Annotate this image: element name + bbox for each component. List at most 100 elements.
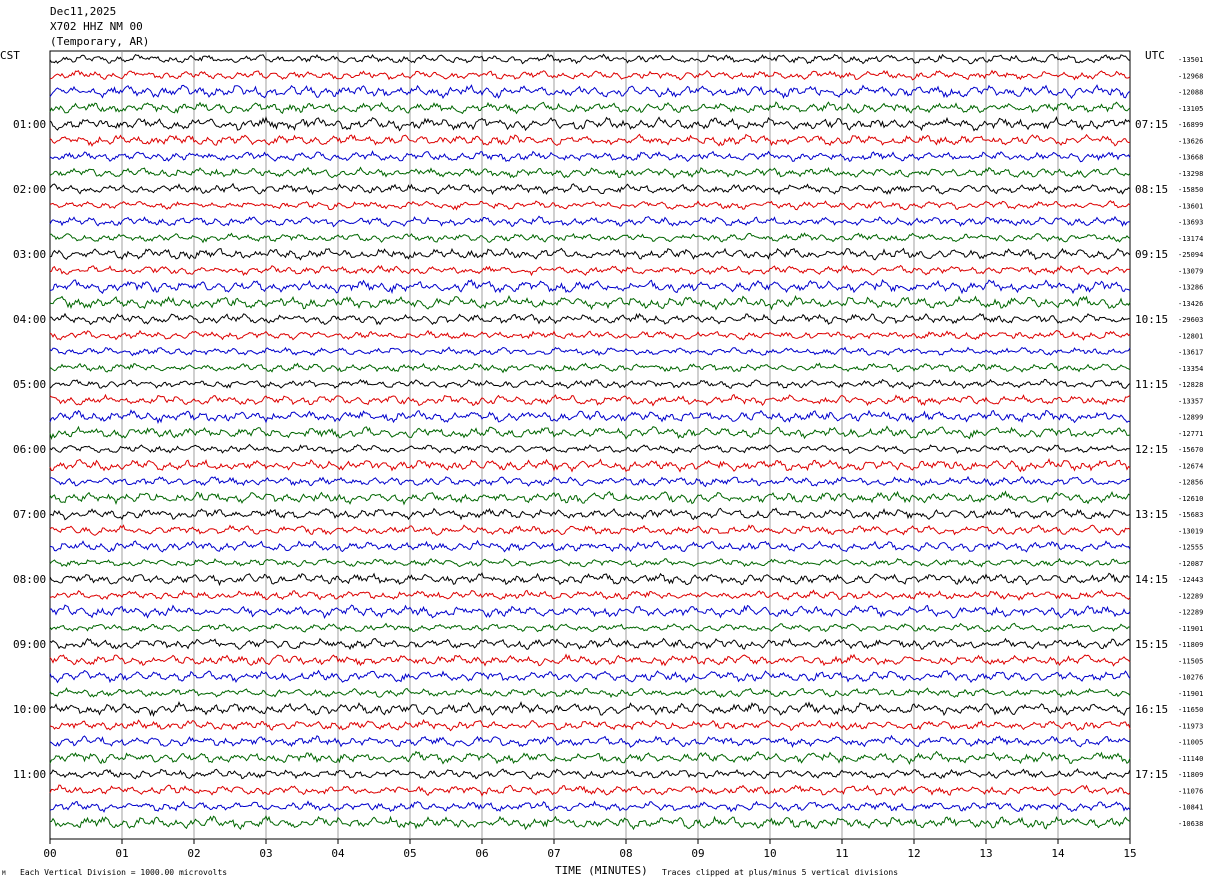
trace-line: [49, 378, 1131, 390]
right-hour-label: 14:15: [1135, 573, 1168, 586]
trace-offset-label: -12087: [1178, 560, 1203, 568]
left-hour-label: 08:00: [13, 573, 46, 586]
trace-line: [49, 539, 1131, 553]
trace-line: [49, 458, 1131, 473]
trace-offset-label: -12289: [1178, 609, 1203, 617]
right-hour-label: 07:15: [1135, 118, 1168, 131]
trace-line: [49, 329, 1131, 341]
trace-line: [49, 734, 1131, 749]
trace-offset-label: -13174: [1178, 235, 1203, 243]
trace-line: [49, 53, 1131, 65]
trace-offset-label: -11650: [1178, 706, 1203, 714]
left-hour-label: 09:00: [13, 638, 46, 651]
trace-offset-label: -11809: [1178, 641, 1203, 649]
trace-line: [49, 200, 1131, 211]
trace-line: [49, 768, 1131, 780]
trace-offset-label: -12443: [1178, 576, 1203, 584]
trace-line: [49, 362, 1131, 374]
trace-line: [49, 133, 1131, 147]
trace-line: [49, 653, 1131, 667]
trace-offset-label: -13426: [1178, 300, 1203, 308]
trace-offset-label: -11973: [1178, 722, 1203, 730]
plot-frame: [49, 50, 1131, 840]
trace-offset-label: -12771: [1178, 430, 1203, 438]
trace-offset-label: -13626: [1178, 137, 1203, 145]
x-tick-label: 11: [835, 847, 848, 860]
trace-offset-label: -13668: [1178, 154, 1203, 162]
x-tick-label: 01: [115, 847, 128, 860]
trace-offset-label: -12856: [1178, 479, 1203, 487]
trace-offset-label: -13501: [1178, 56, 1203, 64]
left-hour-label: 07:00: [13, 508, 46, 521]
trace-offset-label: -11505: [1178, 657, 1203, 665]
trace-offset-label: -13286: [1178, 284, 1203, 292]
trace-offset-label: -11809: [1178, 771, 1203, 779]
trace-offset-label: -15670: [1178, 446, 1203, 454]
trace-line: [49, 507, 1131, 521]
trace-offset-label: -10276: [1178, 674, 1203, 682]
left-hour-label: 06:00: [13, 443, 46, 456]
clip-note: Traces clipped at plus/minus 5 vertical …: [662, 868, 899, 877]
x-axis-title: TIME (MINUTES): [555, 864, 648, 877]
trace-offset-label: -11901: [1178, 690, 1203, 698]
x-tick-label: 15: [1123, 847, 1136, 860]
right-hour-label: 15:15: [1135, 638, 1168, 651]
trace-offset-label: -12828: [1178, 381, 1203, 389]
trace-offset-label: -13354: [1178, 365, 1203, 373]
trace-offset-label: -11005: [1178, 739, 1203, 747]
trace-offset-label: -12289: [1178, 592, 1203, 600]
right-hour-label: 16:15: [1135, 703, 1168, 716]
x-tick-label: 05: [403, 847, 416, 860]
trace-line: [49, 166, 1131, 179]
trace-line: [49, 604, 1131, 619]
right-hour-label: 10:15: [1135, 313, 1168, 326]
trace-offset-label: -12968: [1178, 72, 1203, 80]
trace-line: [49, 150, 1131, 163]
left-hour-label: 01:00: [13, 118, 46, 131]
trace-offset-label: -15683: [1178, 511, 1203, 519]
trace-line: [49, 346, 1131, 357]
left-hour-label: 04:00: [13, 313, 46, 326]
x-tick-label: 14: [1051, 847, 1065, 860]
x-tick-label: 04: [331, 847, 345, 860]
trace-line: [49, 182, 1131, 196]
trace-line: [49, 443, 1131, 455]
trace-offset-label: -13298: [1178, 170, 1203, 178]
trace-offset-label: -15850: [1178, 186, 1203, 194]
left-hour-label: 05:00: [13, 378, 46, 391]
trace-offset-label: -12801: [1178, 332, 1203, 340]
left-hour-label: 11:00: [13, 768, 46, 781]
trace-line: [49, 637, 1131, 651]
x-tick-label: 09: [691, 847, 704, 860]
trace-line: [49, 425, 1131, 440]
station-code: X702 HHZ NM 00: [50, 20, 143, 33]
trace-line: [49, 571, 1131, 587]
x-tick-label: 02: [187, 847, 200, 860]
trace-line: [49, 669, 1131, 684]
trace-offset-label: -12555: [1178, 544, 1203, 552]
x-tick-label: 12: [907, 847, 920, 860]
right-hour-label: 08:15: [1135, 183, 1168, 196]
right-hour-label: 13:15: [1135, 508, 1168, 521]
x-tick-label: 10: [763, 847, 776, 860]
left-hour-label: 02:00: [13, 183, 46, 196]
trace-line: [49, 393, 1131, 407]
trace-line: [49, 490, 1131, 506]
trace-offset-label: -12610: [1178, 495, 1203, 503]
trace-line: [49, 815, 1131, 831]
right-hour-label: 12:15: [1135, 443, 1168, 456]
trace-offset-label: -11076: [1178, 787, 1203, 795]
x-tick-label: 00: [43, 847, 56, 860]
scale-note: Each Vertical Division = 1000.00 microvo…: [20, 868, 228, 877]
x-tick-label: 07: [547, 847, 560, 860]
trace-offset-label: -25094: [1178, 251, 1203, 259]
left-hour-label: 03:00: [13, 248, 46, 261]
trace-offset-label: -12674: [1178, 462, 1203, 470]
trace-offset-label: -13019: [1178, 527, 1203, 535]
trace-offset-label: -13079: [1178, 267, 1203, 275]
trace-offset-label: -11901: [1178, 625, 1203, 633]
trace-offset-label: -16899: [1178, 121, 1203, 129]
trace-line: [49, 264, 1130, 277]
trace-offset-label: -13105: [1178, 105, 1203, 113]
